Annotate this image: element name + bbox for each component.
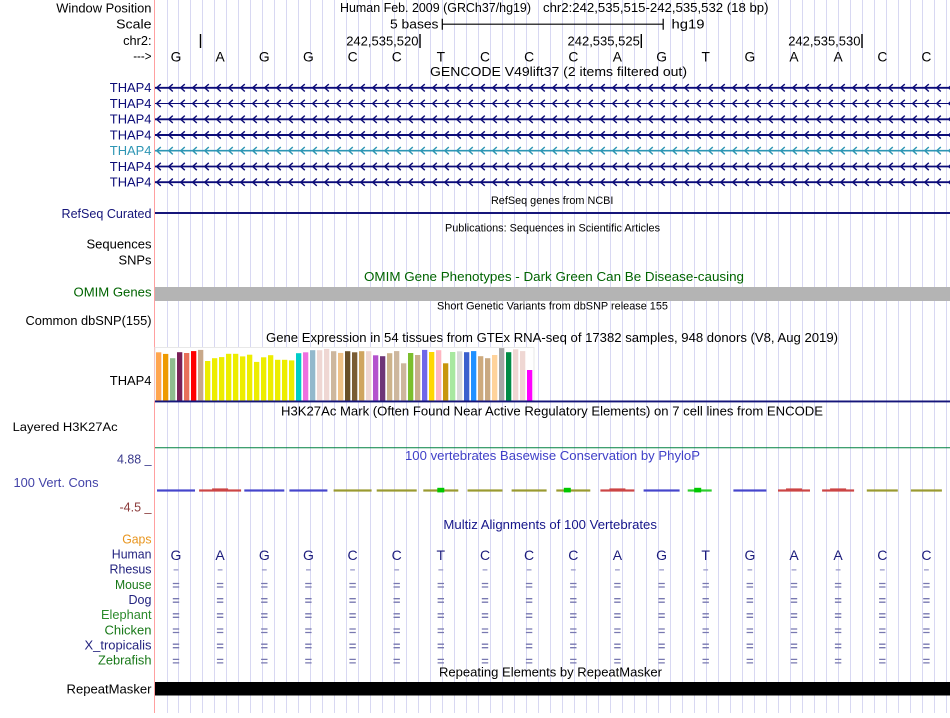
svg-text:SNPs: SNPs [119,253,152,268]
svg-text:RefSeq Curated: RefSeq Curated [62,206,152,221]
svg-text:Publications: Sequences in Sci: Publications: Sequences in Scientific Ar… [445,223,660,235]
svg-text:T: T [437,50,446,65]
svg-text:5 bases: 5 bases [390,16,439,31]
svg-text:A: A [215,50,225,65]
svg-text:C: C [568,547,578,563]
svg-text:chr2:: chr2: [123,33,151,48]
svg-text:C: C [877,547,887,563]
svg-text:100 vertebrates Basewise Conse: 100 vertebrates Basewise Conservation by… [405,448,700,463]
svg-text:Sequences: Sequences [87,237,152,252]
svg-text:242,535,525: 242,535,525 [568,34,640,49]
svg-text:Elephant: Elephant [101,607,152,622]
svg-text:G: G [656,50,667,65]
svg-text:C: C [480,547,490,563]
svg-text:Rhesus: Rhesus [110,562,152,577]
svg-text:G: G [171,50,182,65]
svg-text:C: C [392,547,402,563]
svg-text:T: T [437,547,446,563]
svg-text:H3K27Ac Mark (Often Found Near: H3K27Ac Mark (Often Found Near Active Re… [281,404,823,419]
svg-text:C: C [568,50,578,65]
svg-text:RepeatMasker: RepeatMasker [67,682,153,697]
svg-text:THAP4: THAP4 [110,112,152,127]
svg-text:A: A [789,547,799,563]
svg-text:A: A [613,50,623,65]
svg-text:chr2:242,535,515-242,535,532 (: chr2:242,535,515-242,535,532 (18 bp) [543,0,769,15]
svg-text:X_tropicalis: X_tropicalis [85,638,152,653]
svg-text:THAP4: THAP4 [110,80,152,95]
svg-text:Human Feb. 2009 (GRCh37/hg19): Human Feb. 2009 (GRCh37/hg19) [340,0,531,15]
svg-text:G: G [303,50,314,65]
svg-text:C: C [348,50,358,65]
svg-text:Chicken: Chicken [105,622,152,637]
svg-text:G: G [303,547,314,563]
svg-text:Dog: Dog [129,592,152,607]
svg-text:THAP4: THAP4 [110,127,152,142]
svg-text:G: G [259,50,270,65]
svg-text:G: G [259,547,270,563]
svg-text:Mouse: Mouse [115,577,152,592]
svg-text:THAP4: THAP4 [110,96,152,111]
svg-text:hg19: hg19 [672,16,705,31]
svg-text:A: A [613,547,623,563]
svg-text:C: C [524,50,534,65]
svg-text:C: C [392,50,402,65]
svg-text:4.88 _: 4.88 _ [117,452,152,467]
svg-text:OMIM Gene Phenotypes - Dark Gr: OMIM Gene Phenotypes - Dark Green Can Be… [364,269,744,284]
svg-text:C: C [524,547,534,563]
svg-text:--->: ---> [133,49,151,64]
svg-text:Scale: Scale [116,16,151,31]
svg-text:A: A [833,50,843,65]
svg-text:OMIM Genes: OMIM Genes [74,285,153,300]
svg-text:A: A [789,50,799,65]
svg-text:C: C [921,50,931,65]
svg-text:242,535,530: 242,535,530 [788,34,860,49]
svg-text:C: C [877,50,887,65]
svg-text:THAP4: THAP4 [110,373,152,388]
svg-text:G: G [745,50,756,65]
svg-text:G: G [171,547,182,563]
svg-text:G: G [744,547,755,563]
svg-text:Window Position: Window Position [56,1,151,16]
svg-text:G: G [656,547,667,563]
svg-text:THAP4: THAP4 [110,175,152,190]
svg-text:Common dbSNP(155): Common dbSNP(155) [26,313,152,328]
svg-text:T: T [701,547,710,563]
svg-text:C: C [480,50,490,65]
svg-text:THAP4: THAP4 [110,159,152,174]
svg-text:A: A [215,547,225,563]
svg-text:Short Genetic Variants from db: Short Genetic Variants from dbSNP releas… [437,301,668,313]
svg-text:100 Vert. Cons: 100 Vert. Cons [14,476,99,490]
svg-text:Multiz Alignments of 100 Verte: Multiz Alignments of 100 Vertebrates [443,517,657,532]
svg-text:Layered H3K27Ac: Layered H3K27Ac [13,420,118,434]
svg-text:GENCODE V49lift37 (2 items fil: GENCODE V49lift37 (2 items filtered out) [430,64,687,79]
svg-text:T: T [701,50,710,65]
svg-text:Human: Human [112,547,152,562]
svg-text:-4.5 _: -4.5 _ [120,501,153,515]
svg-text:Repeating Elements by RepeatMa: Repeating Elements by RepeatMasker [439,665,663,680]
svg-text:C: C [348,547,358,563]
svg-text:RefSeq genes from NCBI: RefSeq genes from NCBI [491,195,614,207]
svg-text:Gaps: Gaps [122,531,152,546]
svg-text:C: C [921,547,931,563]
svg-text:Gene Expression in 54 tissues: Gene Expression in 54 tissues from GTEx … [266,330,838,345]
svg-text:A: A [833,547,843,563]
svg-text:242,535,520: 242,535,520 [346,34,418,49]
svg-text:Zebrafish: Zebrafish [98,653,152,668]
svg-text:THAP4: THAP4 [110,143,152,158]
